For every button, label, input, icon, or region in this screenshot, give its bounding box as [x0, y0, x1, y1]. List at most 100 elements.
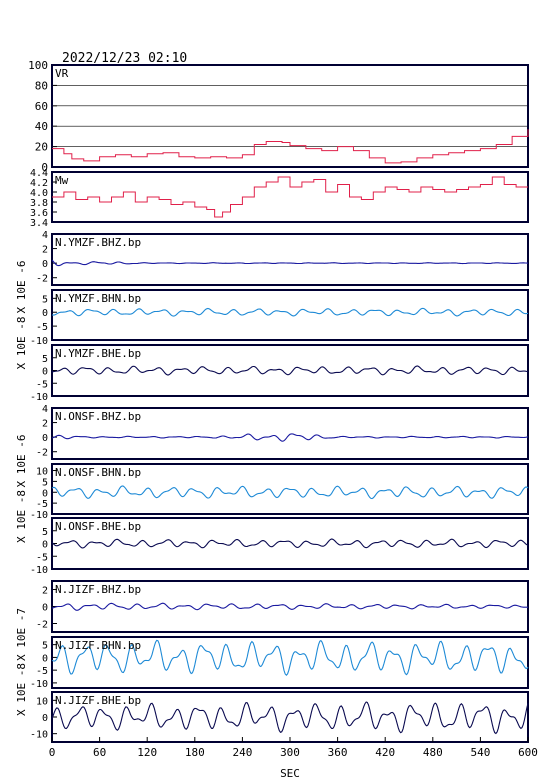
y-tick-label: 0: [42, 433, 48, 444]
y-tick-label: -10: [30, 565, 48, 576]
panel-frame: [51, 233, 529, 286]
panel-label: VR: [55, 67, 69, 80]
x-tick-label: 60: [93, 746, 106, 759]
y-tick-label: 5: [42, 527, 48, 538]
panel-8: -10 -50 5 N.ONSF.BHE.bp: [30, 517, 529, 576]
panel-2: 3.43.63.84.04.24.4 Mw: [30, 168, 529, 229]
panel-label: N.JIZF.BHZ.bp: [55, 583, 141, 596]
y-tick-label: -2: [36, 620, 48, 631]
x-tick-label: 240: [232, 746, 252, 759]
y-tick-label: 3.6: [30, 208, 48, 219]
unit-label: X 10E -6: [15, 435, 28, 488]
x-tick-label: 300: [280, 746, 300, 759]
panel-label: N.ONSF.BHE.bp: [55, 520, 141, 533]
panel-frame: [51, 463, 529, 515]
y-tick-label: 3.4: [30, 218, 48, 229]
y-tick-label: -5: [36, 552, 48, 563]
panel-6: -2 0 2 4 N.ONSF.BHZ.bp: [36, 404, 529, 460]
y-tick-label: -5: [36, 322, 48, 333]
y-tick-label: 0: [42, 259, 48, 270]
x-tick-label: 180: [185, 746, 205, 759]
panel-label: N.ONSF.BHZ.bp: [55, 410, 141, 423]
y-tick-label: 4.4: [30, 168, 48, 179]
y-tick-label: 0: [42, 603, 48, 614]
y-tick-label: 20: [35, 141, 48, 154]
unit-label: X 10E -7: [15, 608, 28, 661]
y-tick-label: -2: [36, 448, 48, 459]
panel-10: -10 -5 05 N.JIZF.BHN.bp: [30, 636, 529, 690]
unit-label: X 10E -8: [15, 490, 28, 543]
panel-label: N.ONSF.BHN.bp: [55, 466, 141, 479]
y-tick-label: -10: [30, 730, 48, 741]
unit-label: X 10E -6: [15, 261, 28, 314]
y-tick-label: 80: [35, 79, 48, 92]
series-line: [52, 176, 528, 218]
y-tick-label: 0: [42, 308, 48, 319]
waveform-line: [51, 701, 529, 735]
waveform-line: [51, 639, 529, 677]
waveform-line: [51, 365, 529, 376]
panel-frame: [51, 636, 529, 689]
panel-label: Mw: [55, 174, 69, 187]
panel-label: N.YMZF.BHN.bp: [55, 292, 141, 305]
panel-frame: [51, 517, 529, 570]
y-tick-label: -2: [36, 274, 48, 285]
y-tick-label: -10: [30, 336, 48, 347]
panel-9: -2 0 2 N.JIZF.BHZ.bp: [36, 580, 529, 633]
panel-frame: [51, 407, 529, 460]
panel-3: -2 0 2 4 N.YMZF.BHZ.bp: [36, 230, 529, 286]
panel-1: 0 20 40 60 80 100 VR: [28, 59, 529, 174]
waveform-line: [51, 307, 529, 317]
y-tick-label: 5: [42, 294, 48, 305]
y-tick-label: 100: [28, 59, 48, 72]
y-tick-label: 4: [42, 230, 48, 241]
x-tick-label: 420: [375, 746, 395, 759]
panel-frame: [51, 344, 529, 397]
y-tick-label: -10: [30, 510, 48, 521]
panel-label: N.JIZF.BHE.bp: [55, 694, 141, 707]
y-tick-label: 60: [35, 100, 48, 113]
y-tick-label: -10: [30, 679, 48, 690]
figure-title: 2022/12/23 02:10: [62, 51, 187, 66]
y-tick-label: 0: [42, 488, 48, 499]
panel-label: N.YMZF.BHE.bp: [55, 347, 141, 360]
waveform-line: [51, 538, 529, 549]
waveform-line: [51, 602, 529, 611]
panel-4: -10 -5 0 5 N.YMZF.BHN.bp: [30, 289, 529, 347]
waveform-line: [51, 433, 529, 442]
y-tick-label: -10: [30, 392, 48, 403]
y-tick-label: -5: [36, 499, 48, 510]
x-tick-label: 480: [423, 746, 443, 759]
x-tick-label: 540: [470, 746, 490, 759]
series-line: [52, 129, 529, 164]
y-tick-label: 10: [36, 696, 48, 707]
waveform-line: [51, 485, 529, 500]
x-tick-label: 0: [49, 746, 56, 759]
y-tick-label: 0: [42, 713, 48, 724]
waveform-line: [51, 259, 529, 267]
y-tick-label: 2: [42, 419, 48, 430]
panel-frame: [51, 580, 529, 633]
y-tick-label: 10: [36, 467, 48, 478]
y-tick-label: 0: [41, 161, 48, 174]
y-tick-label: 4.2: [30, 178, 48, 189]
x-tick-label: 600: [518, 746, 538, 759]
unit-label: X 10E -8: [15, 663, 28, 716]
y-tick-label: 4: [42, 404, 48, 415]
panel-5: -10 -50 5 N.YMZF.BHE.bp: [30, 344, 529, 403]
y-tick-label: 5: [42, 354, 48, 365]
panel-label: N.JIZF.BHN.bp: [55, 639, 141, 652]
y-tick-label: 40: [35, 120, 48, 133]
y-tick-label: 0: [42, 653, 48, 664]
y-tick-label: -5: [36, 666, 48, 677]
panel-frame: [51, 64, 529, 168]
unit-label: X 10E -8: [15, 317, 28, 370]
x-axis-label: SEC: [280, 767, 300, 780]
y-tick-label: 4.0: [30, 188, 48, 199]
y-tick-label: 0: [42, 367, 48, 378]
y-tick-label: 5: [42, 477, 48, 488]
y-tick-label: 2: [42, 245, 48, 256]
y-tick-label: 0: [42, 540, 48, 551]
